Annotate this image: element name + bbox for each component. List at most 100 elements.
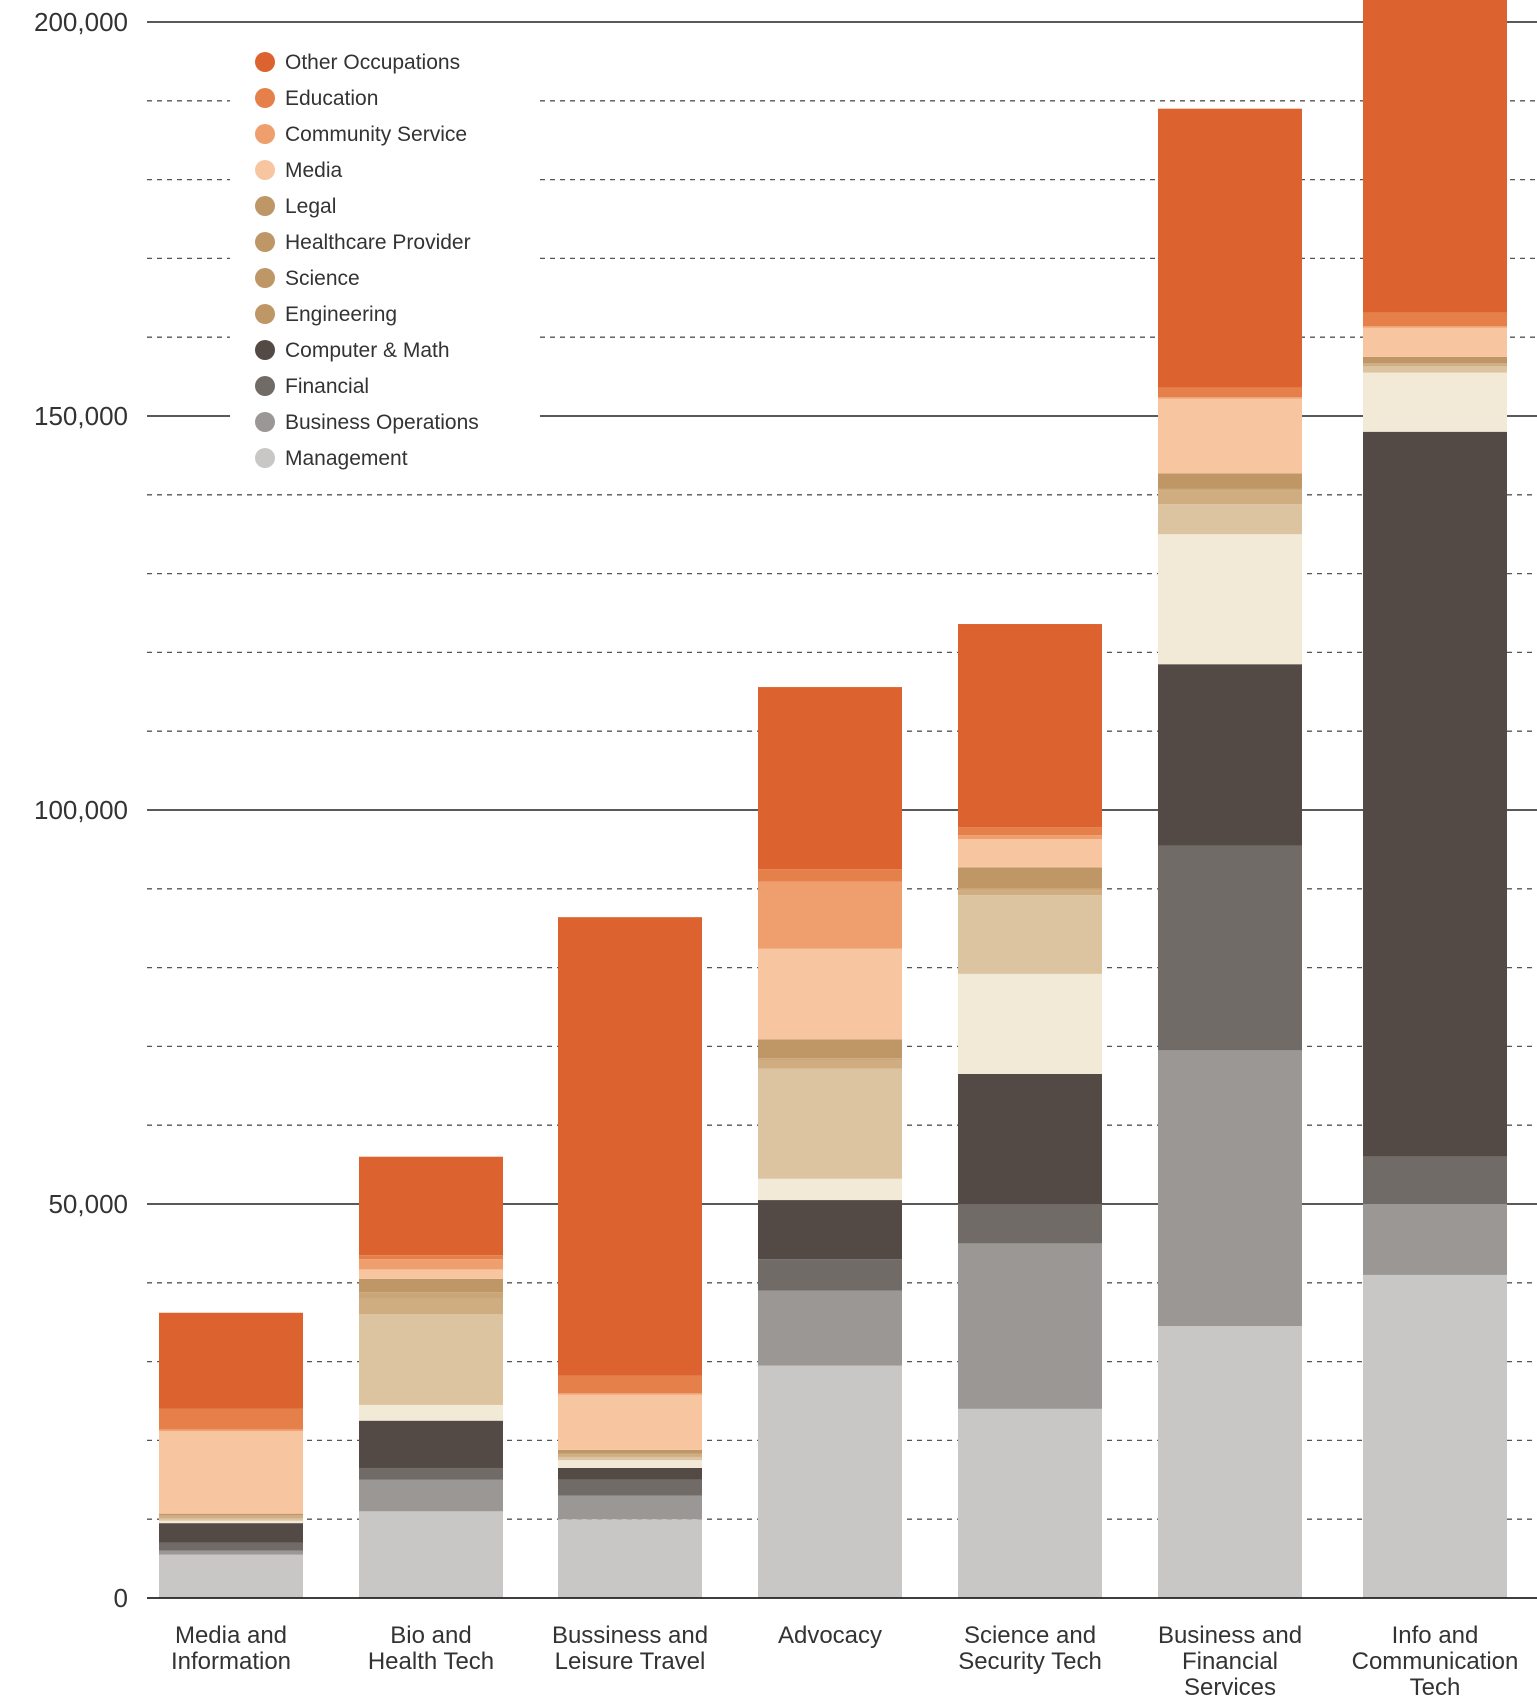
bar-segment bbox=[958, 895, 1102, 974]
bar-segment bbox=[958, 835, 1102, 840]
bar-segment bbox=[1158, 398, 1302, 474]
bar-segment bbox=[1158, 664, 1302, 846]
bar-segment bbox=[159, 1513, 303, 1516]
bar-segment bbox=[558, 1375, 702, 1394]
legend-label: Community Service bbox=[285, 123, 467, 146]
bar-segment bbox=[159, 1518, 303, 1521]
bar-segment bbox=[758, 1259, 902, 1291]
bar-segment bbox=[558, 1479, 702, 1496]
legend-swatch bbox=[255, 304, 275, 324]
legend-swatch bbox=[255, 376, 275, 396]
legend-label: Management bbox=[285, 447, 408, 470]
legend-label: Business Operations bbox=[285, 411, 479, 434]
legend-item: Community Service bbox=[255, 123, 467, 146]
bar-segment bbox=[1158, 490, 1302, 505]
bar-segment bbox=[558, 1467, 702, 1480]
x-tick-label: Advocacy bbox=[778, 1622, 882, 1649]
y-tick-label: 150,000 bbox=[34, 401, 128, 431]
bar-stack bbox=[958, 624, 1102, 1598]
bar-segment bbox=[1158, 473, 1302, 489]
bar-segment bbox=[958, 1408, 1102, 1598]
x-tick-label: Media and bbox=[175, 1622, 287, 1649]
bar-segment bbox=[1158, 397, 1302, 399]
legend-label: Engineering bbox=[285, 303, 397, 326]
bars bbox=[159, 0, 1507, 1598]
bar-segment bbox=[558, 1495, 702, 1520]
bar-segment bbox=[359, 1259, 503, 1270]
bar-segment bbox=[159, 1312, 303, 1409]
bar-segment bbox=[159, 1516, 303, 1519]
bar-segment bbox=[359, 1298, 503, 1315]
bar-segment bbox=[1363, 327, 1507, 357]
bar-segment bbox=[558, 1456, 702, 1461]
y-tick-label: 200,000 bbox=[34, 7, 128, 37]
bar-segment bbox=[958, 973, 1102, 1074]
x-tick-label: Bio and bbox=[390, 1622, 471, 1649]
bar-segment bbox=[558, 1460, 702, 1468]
bar-segment bbox=[1363, 1156, 1507, 1204]
bar-segment bbox=[159, 1430, 303, 1514]
bar-segment bbox=[758, 881, 902, 949]
x-tick-label: Financial bbox=[1182, 1648, 1278, 1675]
bar-segment bbox=[758, 1290, 902, 1366]
x-tick-label: Health Tech bbox=[368, 1648, 494, 1675]
bar-segment bbox=[1158, 1326, 1302, 1598]
bar-segment bbox=[558, 1453, 702, 1455]
bar-segment bbox=[958, 890, 1102, 896]
bar-segment bbox=[958, 839, 1102, 868]
bar-segment bbox=[359, 1292, 503, 1299]
bar-segment bbox=[1158, 504, 1302, 535]
legend-swatch bbox=[255, 196, 275, 216]
bar-segment bbox=[958, 827, 1102, 836]
bar-segment bbox=[958, 867, 1102, 889]
x-tick-label: Science and bbox=[964, 1622, 1096, 1649]
legend-item: Education bbox=[255, 87, 378, 110]
bar-segment bbox=[159, 1554, 303, 1598]
bar-segment bbox=[1363, 364, 1507, 367]
legend-item: Management bbox=[255, 447, 408, 470]
bar-segment bbox=[1158, 387, 1302, 398]
bar-segment bbox=[558, 917, 702, 1376]
bar-segment bbox=[1363, 1204, 1507, 1275]
bar-segment bbox=[1363, 372, 1507, 432]
legend-swatch bbox=[255, 124, 275, 144]
y-tick-label: 50,000 bbox=[48, 1189, 128, 1219]
bar-stack bbox=[1158, 108, 1302, 1598]
legend-swatch bbox=[255, 232, 275, 252]
legend-swatch bbox=[255, 88, 275, 108]
legend-item: Media bbox=[255, 159, 343, 182]
bar-segment bbox=[1363, 312, 1507, 327]
legend-swatch bbox=[255, 448, 275, 468]
bar-segment bbox=[758, 687, 902, 870]
bar-segment bbox=[359, 1255, 503, 1260]
bar-stack bbox=[359, 1156, 503, 1598]
legend-label: Legal bbox=[285, 195, 336, 218]
bar-segment bbox=[758, 1058, 902, 1061]
bar-segment bbox=[359, 1467, 503, 1480]
legend-swatch bbox=[255, 412, 275, 432]
bar-segment bbox=[758, 948, 902, 1040]
legend-item: Other Occupations bbox=[255, 51, 460, 74]
bar-segment bbox=[359, 1511, 503, 1598]
bar-segment bbox=[1363, 1274, 1507, 1598]
legend-item: Healthcare Provider bbox=[255, 231, 471, 254]
x-tick-label: Communication bbox=[1352, 1648, 1519, 1675]
legend-label: Science bbox=[285, 267, 360, 290]
legend-item: Engineering bbox=[255, 303, 397, 326]
bar-segment bbox=[1363, 0, 1507, 313]
x-tick-label: Leisure Travel bbox=[555, 1648, 706, 1675]
y-tick-label: 0 bbox=[114, 1583, 128, 1613]
bar-segment bbox=[359, 1404, 503, 1421]
x-tick-label: Security Tech bbox=[958, 1648, 1102, 1675]
bar-segment bbox=[558, 1394, 702, 1450]
bar-segment bbox=[558, 1449, 702, 1454]
bar-stack bbox=[558, 917, 702, 1598]
legend-label: Media bbox=[285, 159, 343, 182]
bar-segment bbox=[1363, 356, 1507, 364]
legend-item: Financial bbox=[255, 375, 369, 398]
bar-segment bbox=[159, 1515, 303, 1517]
bar-segment bbox=[1158, 108, 1302, 388]
bar-segment bbox=[1158, 1050, 1302, 1327]
bar-segment bbox=[159, 1429, 303, 1431]
